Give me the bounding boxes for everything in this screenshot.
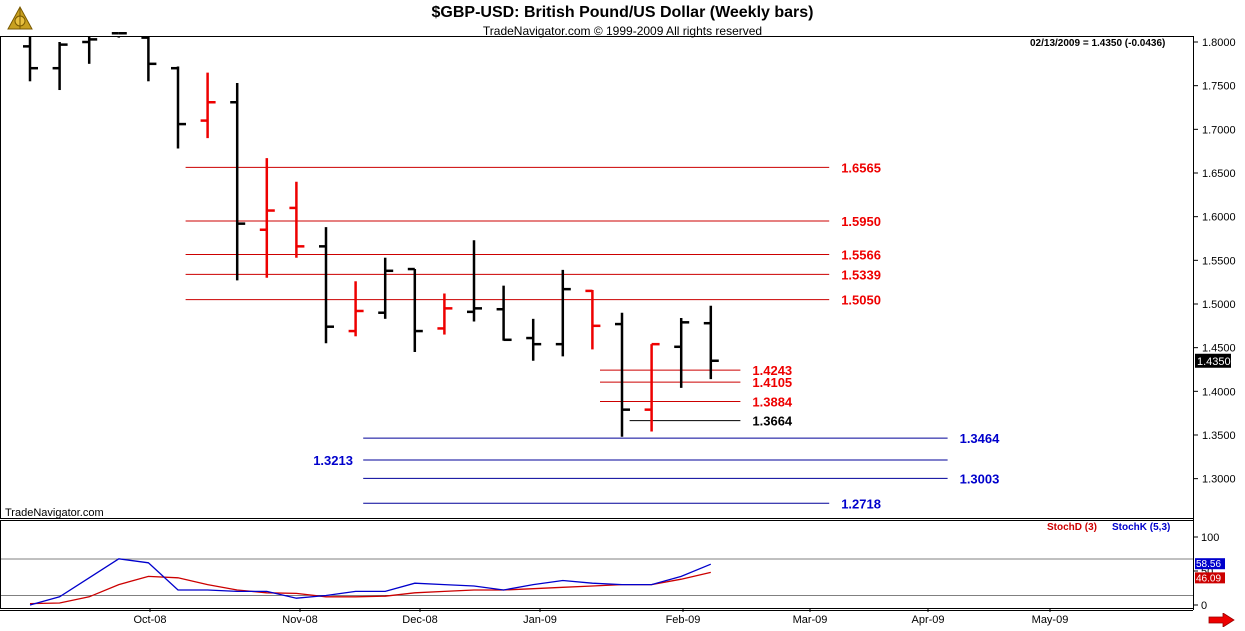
level-label-1.3464: 1.3464	[960, 431, 1001, 446]
ohlc-bar	[467, 240, 482, 322]
level-label-1.3664: 1.3664	[752, 414, 793, 429]
chart-title: $GBP-USD: British Pound/US Dollar (Weekl…	[431, 4, 814, 21]
level-label-1.6565: 1.6565	[841, 160, 881, 175]
level-label-1.3003: 1.3003	[960, 471, 1000, 486]
ohlc-bar	[585, 289, 601, 350]
stochd-last-label: 46.09	[1196, 573, 1221, 584]
level-label-1.5050: 1.5050	[841, 293, 881, 308]
last-price-label: 1.4350	[1197, 356, 1231, 368]
ohlc-bar	[111, 32, 127, 38]
ohlc-bar	[378, 257, 394, 319]
time-tick-label: Oct-08	[133, 614, 166, 626]
level-label-1.5339: 1.5339	[841, 267, 881, 282]
price-tick-label: 1.6500	[1202, 168, 1236, 180]
time-tick-label: May-09	[1032, 614, 1069, 626]
stochd-last-marker	[1195, 572, 1225, 584]
price-readout: 02/13/2009 = 1.4350 (-0.0436)	[1030, 38, 1166, 49]
ohlc-bar	[259, 158, 275, 278]
ohlc-bar	[674, 317, 690, 388]
stochk-last-marker	[1195, 558, 1225, 570]
price-tick-label: 1.5000	[1202, 299, 1236, 311]
price-panel-frame	[0, 36, 1194, 519]
stoch-series-line-d	[29, 571, 711, 605]
sextant-logo-icon[interactable]	[4, 3, 36, 33]
price-tick-label: 1.7000	[1202, 124, 1236, 136]
legend-stochd: StochD (3)	[1047, 522, 1097, 533]
ohlc-bar	[171, 66, 186, 149]
level-label-1.5566: 1.5566	[841, 248, 881, 263]
price-tick-label: 1.5500	[1202, 255, 1236, 267]
price-tick-label: 1.3500	[1202, 430, 1236, 442]
price-tick-label: 1.3000	[1202, 474, 1236, 486]
last-price-marker	[1195, 353, 1231, 368]
price-tick-label: 1.4000	[1202, 386, 1236, 398]
chart-subtitle: TradeNavigator.com © 1999-2009 All right…	[482, 24, 763, 38]
time-tick-label: Dec-08	[402, 614, 437, 626]
ohlc-bar	[348, 281, 364, 337]
stoch-series-line-k	[29, 558, 712, 606]
ohlc-bar	[141, 36, 157, 82]
ohlc-bar	[703, 305, 719, 380]
time-tick-label: Nov-08	[282, 614, 317, 626]
ohlc-bar	[407, 267, 423, 353]
level-label-1.3213: 1.3213	[313, 453, 353, 468]
ohlc-bar	[496, 285, 512, 342]
ohlc-bar	[319, 227, 334, 344]
time-tick-label: Feb-09	[666, 614, 701, 626]
ohlc-bar	[52, 42, 68, 91]
time-tick-label: Apr-09	[911, 614, 944, 626]
scroll-right-arrow-icon[interactable]	[1207, 613, 1235, 627]
ohlc-bar	[437, 293, 453, 335]
price-tick-label: 1.4500	[1202, 343, 1236, 355]
stoch-tick-label: 0	[1201, 600, 1207, 612]
time-tick-label: Mar-09	[793, 614, 828, 626]
legend-stochk: StochK (5,3)	[1112, 522, 1171, 533]
level-label-1.4243: 1.4243	[752, 363, 792, 378]
price-tick-label: 1.6000	[1202, 212, 1236, 224]
price-tick-label: 1.8000	[1202, 37, 1236, 49]
level-label-1.4105: 1.4105	[752, 375, 792, 390]
ohlc-bar	[230, 83, 246, 281]
level-label-1.5950: 1.5950	[841, 214, 881, 229]
ohlc-bar	[615, 312, 630, 437]
watermark: TradeNavigator.com	[5, 507, 104, 519]
ohlc-bar	[289, 181, 305, 258]
time-tick-label: Jan-09	[523, 614, 557, 626]
ohlc-bar	[644, 342, 660, 432]
ohlc-bar	[23, 37, 38, 82]
level-label-1.2718: 1.2718	[841, 496, 881, 511]
ohlc-bar	[82, 37, 98, 64]
ohlc-bar	[555, 269, 571, 357]
ohlc-bar	[526, 318, 542, 361]
level-label-1.3884: 1.3884	[752, 394, 793, 409]
ohlc-bar	[200, 72, 216, 139]
price-tick-label: 1.7500	[1202, 81, 1236, 93]
stoch-tick-label: 100	[1201, 532, 1219, 544]
stochk-last-label: 58.56	[1196, 559, 1221, 570]
